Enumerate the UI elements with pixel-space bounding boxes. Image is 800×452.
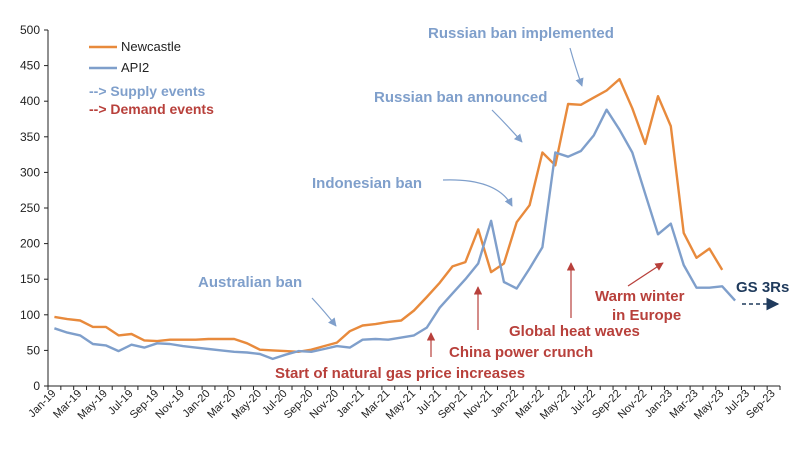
annotation-australian-ban: Australian ban (198, 274, 302, 291)
annotation-warm-winter-line1: Warm winter (595, 288, 685, 305)
annotation-indonesian-ban: Indonesian ban (312, 175, 422, 192)
y-tick-label: 450 (20, 59, 40, 73)
series-lines (54, 77, 736, 361)
y-tick-label: 100 (20, 308, 40, 322)
series-line-newcastle (54, 77, 724, 353)
forecast-annotation: GS 3Rs (736, 279, 789, 311)
annotation-natural-gas-price: Start of natural gas price increases (275, 365, 525, 382)
legend: Newcastle API2 --> Supply events --> Dem… (89, 39, 214, 117)
x-tick-label: Sep-23 (744, 388, 778, 422)
legend-label-newcastle: Newcastle (121, 39, 181, 54)
y-tick-label: 350 (20, 130, 40, 144)
y-tick-label: 500 (20, 23, 40, 37)
legend-label-api2: API2 (121, 60, 149, 75)
x-tick-label: Nov-20 (308, 388, 342, 422)
y-tick-labels: 0 50 100 150 200 250 300 350 400 450 500 (20, 23, 48, 393)
arrow-russian-ban-implemented (569, 47, 584, 87)
legend-label-demand-events: --> Demand events (89, 101, 214, 117)
annotation-china-power-crunch: China power crunch (449, 344, 593, 361)
annotation-russian-ban-implemented: Russian ban implemented (428, 25, 614, 42)
arrow-warm-winter (627, 262, 664, 287)
y-tick-label: 0 (33, 379, 40, 393)
demand-annotations: Start of natural gas price increases Chi… (275, 262, 685, 382)
x-tick-label: Nov-22 (616, 388, 650, 422)
annotation-warm-winter-line2: in Europe (612, 307, 681, 324)
x-tick-labels: Jan-19Mar-19May-19Jul-19Sep-19Nov-19Jan-… (26, 386, 781, 422)
legend-label-supply-events: --> Supply events (89, 83, 206, 99)
y-tick-label: 250 (20, 201, 40, 215)
supply-annotations: Australian ban Indonesian ban Russian ba… (198, 25, 614, 327)
x-tick-label: Nov-19 (153, 388, 187, 422)
arrow-indonesian-ban (442, 179, 513, 207)
y-tick-label: 400 (20, 94, 40, 108)
arrow-russian-ban-announced (491, 109, 523, 143)
arrow-australian-ban (311, 297, 337, 327)
y-tick-label: 150 (20, 272, 40, 286)
annotation-russian-ban-announced: Russian ban announced (374, 89, 547, 106)
y-tick-label: 200 (20, 237, 40, 251)
y-tick-label: 50 (27, 343, 41, 357)
series-line-api2 (54, 108, 736, 361)
annotation-global-heat-waves: Global heat waves (509, 323, 640, 340)
x-tick-label: Nov-21 (462, 388, 496, 422)
annotation-gs-3rs: GS 3Rs (736, 279, 789, 296)
y-tick-label: 300 (20, 165, 40, 179)
